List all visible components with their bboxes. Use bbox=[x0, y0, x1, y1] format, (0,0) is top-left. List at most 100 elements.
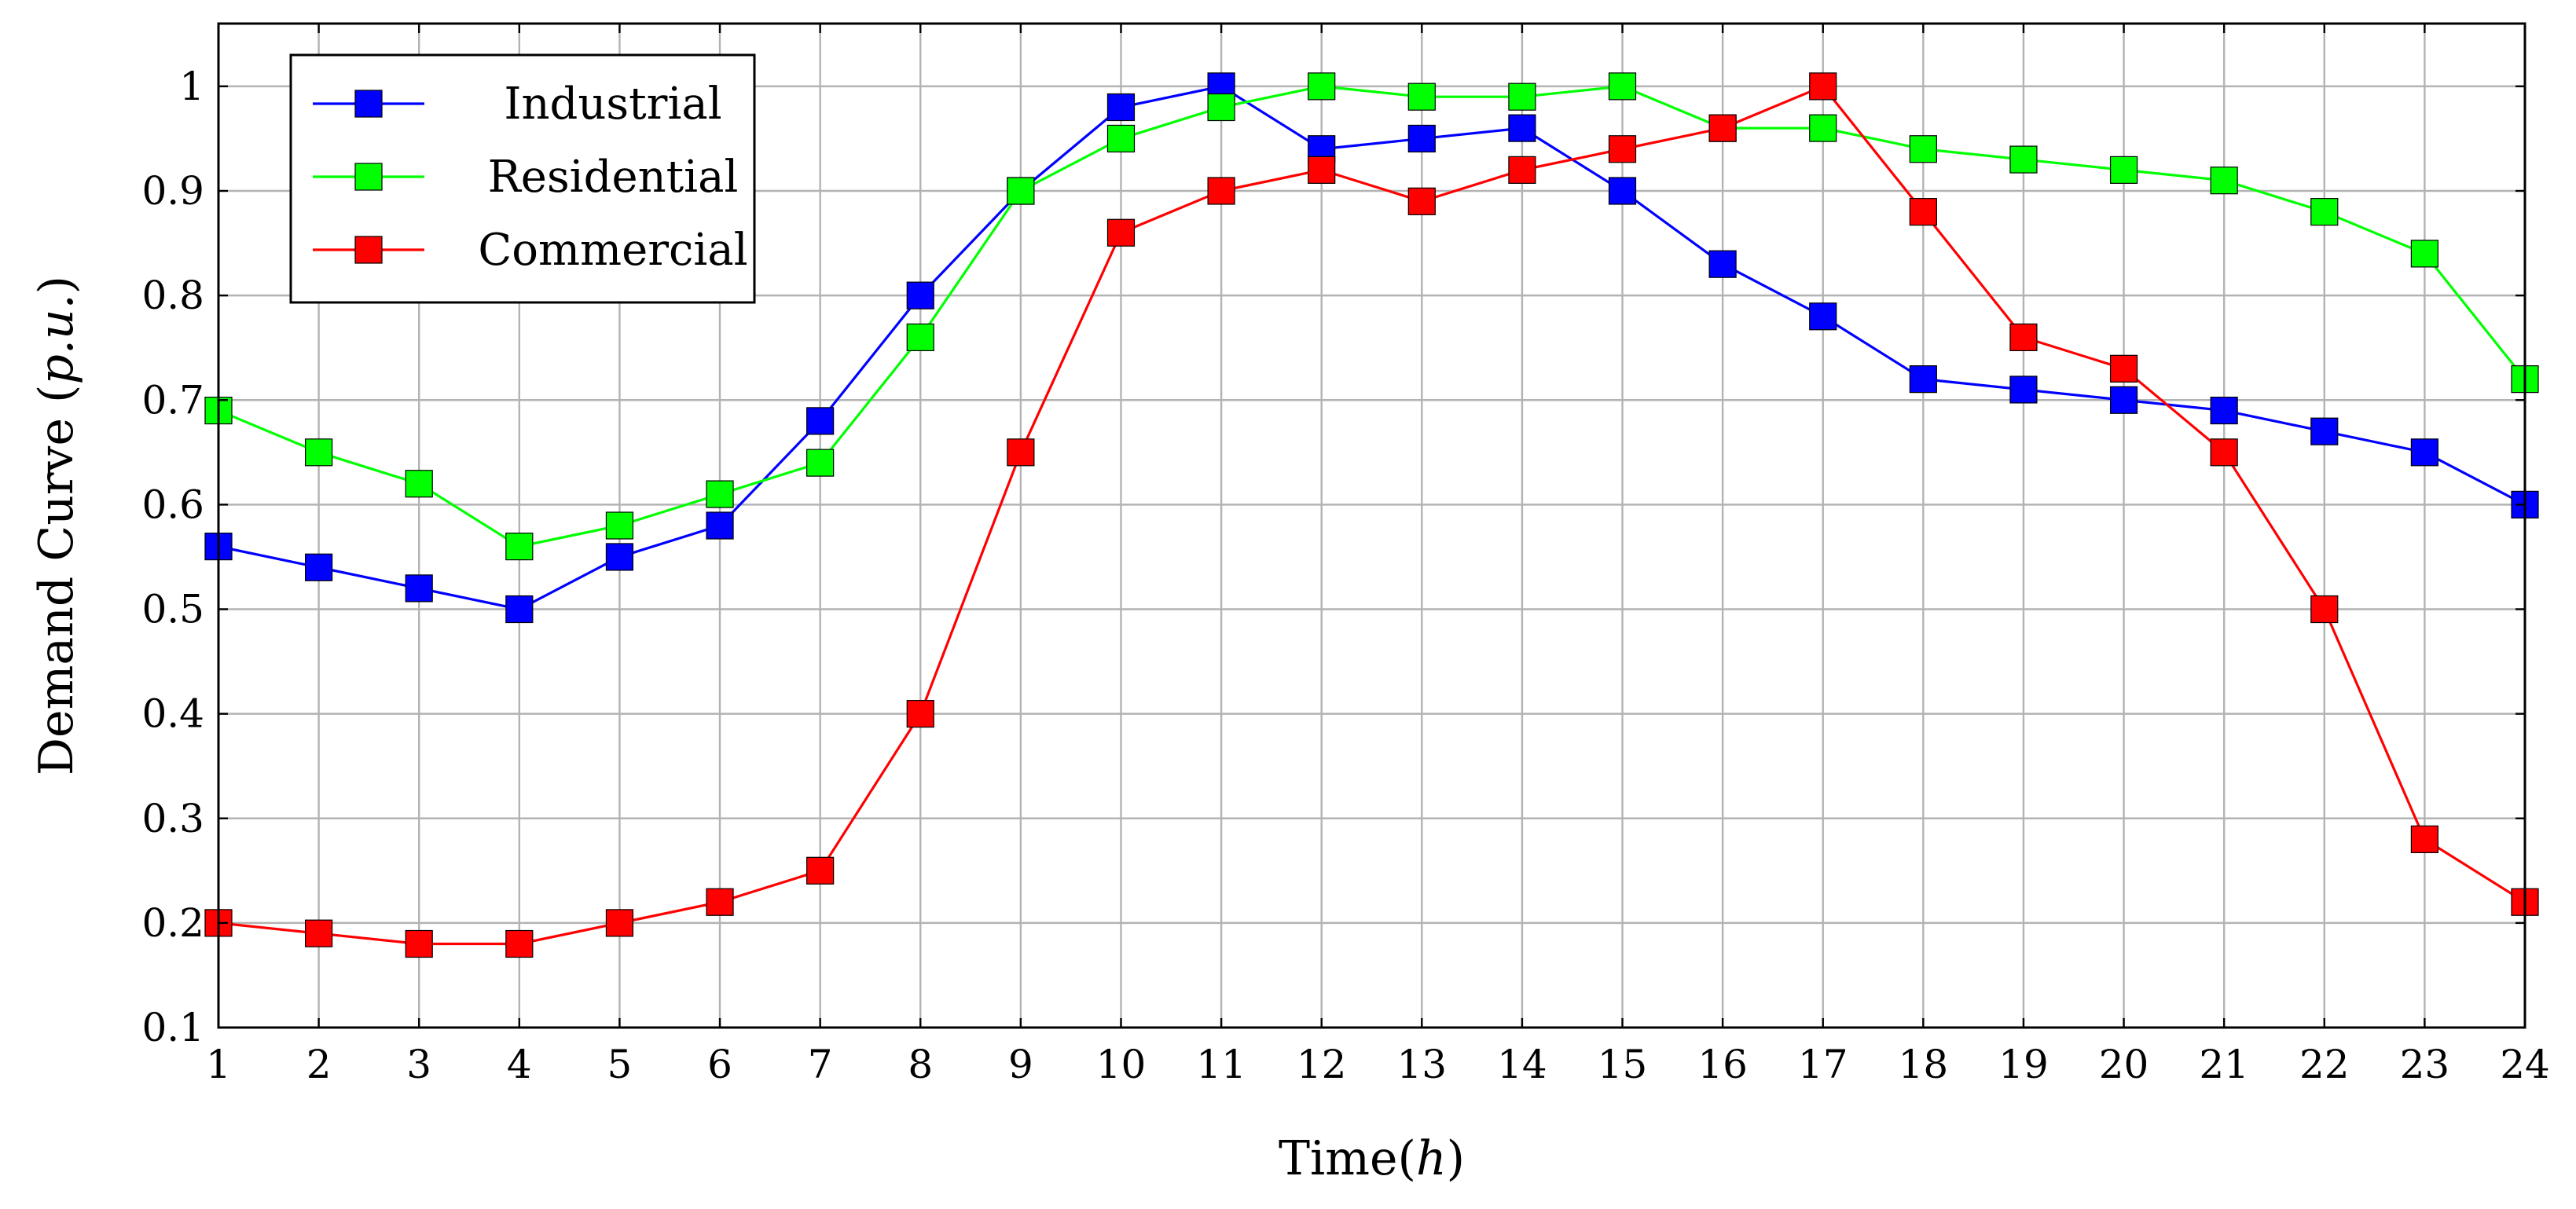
y-tick-label: 0.7 bbox=[141, 377, 204, 423]
data-point-residential bbox=[706, 480, 734, 508]
data-point-residential bbox=[1106, 124, 1136, 153]
data-point-industrial bbox=[806, 407, 835, 435]
axis-ticks: 1 2 3 4 5 6 7 8 9 10 11 12 13 14 15 16 17 18 19 20 21 22 23 240… bbox=[141, 24, 2550, 1087]
series-lines bbox=[218, 85, 2526, 946]
x-axis-title: Time(h) bbox=[1279, 1131, 1465, 1186]
y-tick-label: 0.8 bbox=[141, 273, 204, 318]
data-point-industrial bbox=[605, 543, 634, 571]
x-tick-label: 21 bbox=[2199, 1042, 2249, 1087]
data-point-residential bbox=[1809, 114, 1837, 142]
data-point-residential bbox=[605, 511, 634, 540]
data-point-industrial bbox=[505, 595, 534, 624]
data-point-industrial bbox=[1407, 124, 1436, 153]
data-point-industrial bbox=[1608, 177, 1637, 205]
data-point-commercial bbox=[2109, 354, 2138, 383]
data-point-industrial bbox=[305, 553, 333, 581]
data-point-commercial bbox=[1708, 114, 1737, 142]
data-point-residential bbox=[1909, 135, 1937, 163]
data-point-residential bbox=[1308, 72, 1336, 101]
data-point-commercial bbox=[405, 929, 433, 958]
data-point-commercial bbox=[2310, 595, 2339, 624]
legend-label-residential: Residential bbox=[488, 152, 739, 203]
x-tick-label: 2 bbox=[306, 1042, 332, 1087]
data-point-commercial bbox=[1207, 177, 1235, 205]
data-point-residential bbox=[906, 323, 934, 351]
y-tick-label: 0.2 bbox=[141, 900, 204, 946]
data-point-commercial bbox=[906, 700, 934, 728]
x-tick-label: 7 bbox=[808, 1042, 833, 1087]
data-point-residential bbox=[1407, 82, 1436, 111]
data-point-commercial bbox=[605, 909, 634, 937]
x-tick-label: 1 bbox=[206, 1042, 231, 1087]
x-tick-label: 19 bbox=[1998, 1042, 2049, 1087]
y-tick-label: 0.9 bbox=[141, 168, 204, 214]
legend-item-residential: Residential bbox=[313, 152, 738, 203]
x-tick-label: 4 bbox=[507, 1042, 532, 1087]
x-tick-label: 24 bbox=[2500, 1042, 2550, 1087]
data-point-commercial bbox=[1608, 135, 1637, 163]
data-point-industrial bbox=[1708, 250, 1737, 278]
y-tick-label: 0.6 bbox=[141, 482, 204, 527]
data-point-residential bbox=[1007, 177, 1035, 205]
y-axis-title: Demand Curve (p.u.) bbox=[29, 276, 84, 775]
y-tick-label: 1 bbox=[179, 64, 204, 109]
y-tick-label: 0.5 bbox=[141, 587, 204, 632]
legend-label-commercial: Commercial bbox=[478, 225, 747, 276]
data-point-residential bbox=[2210, 167, 2238, 195]
data-point-commercial bbox=[1809, 72, 1837, 101]
data-point-industrial bbox=[906, 281, 934, 310]
legend-item-industrial: Industrial bbox=[313, 79, 722, 130]
data-point-commercial bbox=[2009, 323, 2038, 351]
x-tick-label: 15 bbox=[1598, 1042, 1648, 1087]
x-tick-label: 18 bbox=[1899, 1042, 1949, 1087]
x-tick-label: 17 bbox=[1798, 1042, 1848, 1087]
legend-label-industrial: Industrial bbox=[504, 79, 721, 130]
data-point-residential bbox=[505, 533, 534, 561]
data-point-commercial bbox=[1007, 438, 1035, 467]
data-point-industrial bbox=[2109, 386, 2138, 414]
data-point-industrial bbox=[2009, 376, 2038, 404]
data-point-industrial bbox=[1809, 302, 1837, 331]
data-point-industrial bbox=[706, 511, 734, 540]
data-point-residential bbox=[1608, 72, 1637, 101]
x-tick-label: 11 bbox=[1196, 1042, 1246, 1087]
x-tick-label: 8 bbox=[908, 1042, 933, 1087]
series-line-residential bbox=[218, 85, 2526, 548]
y-tick-label: 0.4 bbox=[141, 691, 204, 737]
data-point-commercial bbox=[706, 888, 734, 916]
data-point-commercial bbox=[1106, 218, 1136, 247]
x-tick-label: 22 bbox=[2299, 1042, 2350, 1087]
legend: Industrial Residential Commercial bbox=[289, 53, 756, 304]
data-point-industrial bbox=[1909, 365, 1937, 394]
data-point-industrial bbox=[2410, 438, 2438, 467]
data-point-commercial bbox=[806, 856, 835, 885]
series-markers-commercial bbox=[204, 72, 2539, 958]
data-point-residential bbox=[2410, 240, 2438, 268]
x-tick-label: 6 bbox=[707, 1042, 732, 1087]
data-point-residential bbox=[405, 470, 433, 498]
y-tick-label: 0.3 bbox=[141, 796, 204, 841]
data-point-residential bbox=[2009, 145, 2038, 174]
x-tick-label: 5 bbox=[607, 1042, 633, 1087]
x-tick-label: 14 bbox=[1497, 1042, 1547, 1087]
y-tick-label: 0.1 bbox=[141, 1005, 204, 1050]
data-point-residential bbox=[1508, 82, 1536, 111]
data-point-commercial bbox=[2210, 438, 2238, 467]
x-tick-label: 16 bbox=[1697, 1042, 1748, 1087]
x-tick-label: 10 bbox=[1096, 1042, 1147, 1087]
data-point-commercial bbox=[1308, 156, 1336, 184]
data-point-commercial bbox=[305, 919, 333, 947]
data-point-commercial bbox=[1407, 187, 1436, 215]
x-tick-label: 3 bbox=[406, 1042, 431, 1087]
data-point-industrial bbox=[405, 574, 433, 603]
data-point-residential bbox=[1207, 93, 1235, 122]
data-point-commercial bbox=[1909, 198, 1937, 226]
data-point-commercial bbox=[2410, 825, 2438, 853]
data-point-commercial bbox=[505, 929, 534, 958]
data-point-residential bbox=[305, 438, 333, 467]
plot-frame bbox=[217, 22, 2526, 1029]
series-line-industrial bbox=[218, 85, 2526, 611]
series-line-commercial bbox=[218, 85, 2526, 946]
